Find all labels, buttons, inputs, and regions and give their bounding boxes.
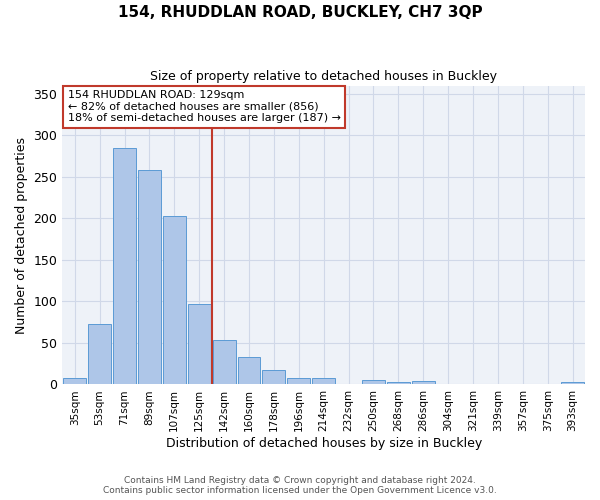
Text: Contains HM Land Registry data © Crown copyright and database right 2024.
Contai: Contains HM Land Registry data © Crown c… — [103, 476, 497, 495]
Text: 154 RHUDDLAN ROAD: 129sqm
← 82% of detached houses are smaller (856)
18% of semi: 154 RHUDDLAN ROAD: 129sqm ← 82% of detac… — [68, 90, 341, 123]
Bar — [188, 304, 211, 384]
Bar — [287, 378, 310, 384]
Bar — [138, 170, 161, 384]
Bar — [561, 382, 584, 384]
X-axis label: Distribution of detached houses by size in Buckley: Distribution of detached houses by size … — [166, 437, 482, 450]
Bar — [212, 340, 236, 384]
Bar — [63, 378, 86, 384]
Text: 154, RHUDDLAN ROAD, BUCKLEY, CH7 3QP: 154, RHUDDLAN ROAD, BUCKLEY, CH7 3QP — [118, 5, 482, 20]
Bar — [362, 380, 385, 384]
Bar — [262, 370, 286, 384]
Bar — [312, 378, 335, 384]
Bar — [238, 357, 260, 384]
Bar — [163, 216, 186, 384]
Bar — [387, 382, 410, 384]
Bar — [412, 381, 434, 384]
Y-axis label: Number of detached properties: Number of detached properties — [15, 136, 28, 334]
Bar — [88, 324, 111, 384]
Bar — [113, 148, 136, 384]
Title: Size of property relative to detached houses in Buckley: Size of property relative to detached ho… — [150, 70, 497, 83]
